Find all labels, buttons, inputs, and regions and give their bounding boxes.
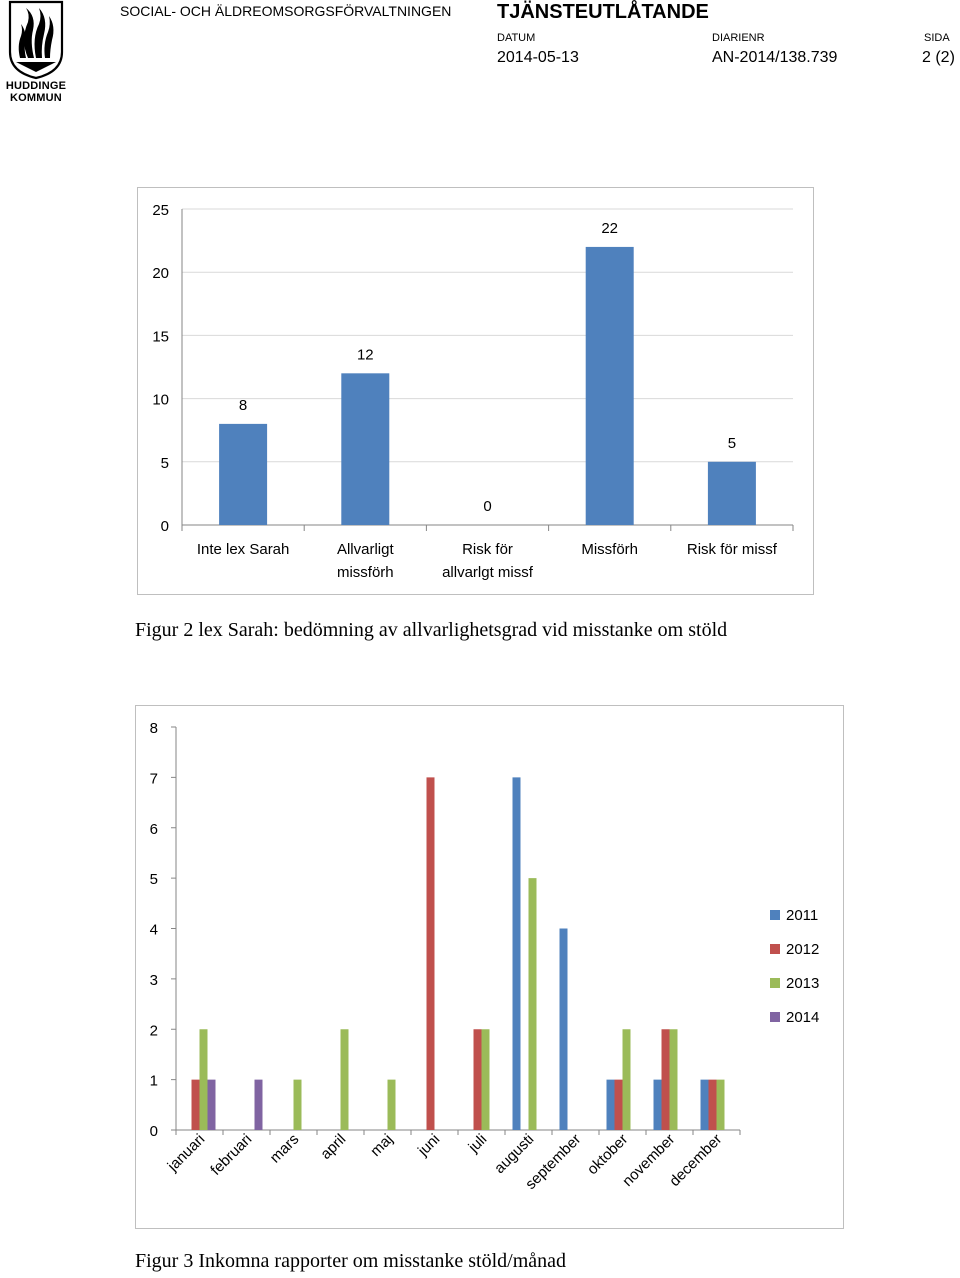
legend-swatch bbox=[770, 910, 780, 920]
figure-2-caption: Figur 2 lex Sarah: bedömning av allvarli… bbox=[135, 619, 728, 641]
bar-2013 bbox=[481, 1029, 490, 1130]
month-label: februari bbox=[207, 1131, 255, 1179]
legend-label: 2012 bbox=[786, 941, 819, 958]
bar-2011 bbox=[700, 1079, 709, 1130]
bar bbox=[707, 461, 756, 525]
bar-2013 bbox=[669, 1029, 678, 1130]
bar-2014 bbox=[207, 1079, 216, 1130]
bar-2014 bbox=[254, 1079, 263, 1130]
y-tick-label: 2 bbox=[150, 1022, 158, 1039]
y-tick-label: 6 bbox=[150, 821, 158, 838]
bar-2011 bbox=[606, 1079, 615, 1130]
bar-2013 bbox=[622, 1029, 631, 1130]
legend-label: 2013 bbox=[786, 975, 819, 992]
category-label: Missförh bbox=[581, 541, 638, 558]
y-tick-label: 0 bbox=[150, 1123, 158, 1140]
month-label: januari bbox=[164, 1131, 209, 1176]
month-label: maj bbox=[367, 1131, 396, 1160]
y-tick-label: 7 bbox=[150, 770, 158, 787]
category-label: allvarlgt missf bbox=[442, 564, 534, 581]
category-label: Risk för missf bbox=[687, 541, 778, 558]
datum-label: DATUM bbox=[497, 32, 536, 44]
y-tick-label: 5 bbox=[161, 455, 169, 472]
bar-2012 bbox=[426, 777, 435, 1130]
y-tick-label: 20 bbox=[152, 265, 169, 282]
bar bbox=[219, 423, 268, 525]
logo-line-1: HUDDINGE bbox=[5, 80, 67, 92]
flame-crest-icon bbox=[8, 0, 64, 80]
bar-2011 bbox=[512, 777, 521, 1130]
monthly-reports-bar-chart: 0 1 2 3 4 5 6 7 8 januari februari mars april maj juni… bbox=[135, 705, 844, 1229]
month-label: augusti bbox=[491, 1131, 537, 1177]
bar-2012 bbox=[661, 1029, 670, 1130]
month-label: juni bbox=[414, 1131, 443, 1160]
data-label: 12 bbox=[357, 346, 374, 363]
month-label: oktober bbox=[584, 1131, 631, 1178]
datum-value: 2014-05-13 bbox=[497, 49, 579, 66]
bar-2013 bbox=[199, 1029, 208, 1130]
huddinge-logo: HUDDINGE KOMMUN bbox=[0, 0, 72, 110]
bar-2012 bbox=[614, 1079, 623, 1130]
department-name: SOCIAL- OCH ÄLDREOMSORGSFÖRVALTNINGEN bbox=[120, 3, 452, 19]
bar-2012 bbox=[191, 1079, 200, 1130]
bar bbox=[341, 373, 390, 525]
figure-3-caption: Figur 3 Inkomna rapporter om misstanke s… bbox=[135, 1250, 567, 1272]
legend-label: 2014 bbox=[786, 1009, 819, 1026]
y-tick-label: 1 bbox=[150, 1073, 158, 1090]
y-tick-label: 4 bbox=[150, 922, 158, 939]
month-label: april bbox=[317, 1131, 349, 1163]
y-tick-label: 0 bbox=[161, 518, 169, 535]
y-tick-label: 10 bbox=[152, 392, 169, 409]
legend-label: 2011 bbox=[786, 907, 818, 924]
bar bbox=[585, 246, 634, 526]
legend-swatch bbox=[770, 944, 780, 954]
sida-value: 2 (2) bbox=[922, 49, 955, 66]
category-label: missförh bbox=[337, 564, 394, 581]
document-type: TJÄNSTEUTLÅTANDE bbox=[497, 1, 709, 23]
data-label: 0 bbox=[483, 498, 491, 515]
legend-swatch bbox=[770, 978, 780, 988]
data-label: 8 bbox=[239, 397, 247, 414]
y-tick-label: 15 bbox=[152, 328, 169, 345]
data-label: 22 bbox=[601, 220, 618, 237]
bar-2013 bbox=[716, 1079, 725, 1130]
month-label: mars bbox=[267, 1131, 303, 1167]
data-label: 5 bbox=[728, 435, 736, 452]
y-tick-label: 25 bbox=[152, 202, 169, 219]
y-tick-label: 8 bbox=[150, 720, 158, 737]
diarienr-value: AN-2014/138.739 bbox=[712, 49, 838, 66]
bar-2013 bbox=[387, 1079, 396, 1130]
bar-2011 bbox=[653, 1079, 662, 1130]
logo-line-2: KOMMUN bbox=[10, 92, 62, 104]
monthly-reports-chart-svg: 0 1 2 3 4 5 6 7 8 januari februari mars april maj juni… bbox=[150, 720, 820, 1193]
category-label: Risk för bbox=[462, 541, 513, 558]
sida-label: SIDA bbox=[924, 32, 950, 44]
bar-2013 bbox=[340, 1029, 349, 1130]
bar-2011 bbox=[559, 928, 568, 1130]
y-tick-label: 5 bbox=[150, 871, 158, 888]
diarienr-label: DIARIENR bbox=[712, 32, 765, 44]
bar-2012 bbox=[708, 1079, 717, 1130]
legend-swatch bbox=[770, 1012, 780, 1022]
y-tick-label: 3 bbox=[150, 972, 158, 989]
bar-2013 bbox=[293, 1079, 302, 1130]
month-label: juli bbox=[465, 1131, 491, 1157]
bar-2013 bbox=[528, 878, 537, 1130]
category-label: Allvarligt bbox=[337, 541, 395, 558]
category-label: Inte lex Sarah bbox=[197, 541, 290, 558]
bar-2012 bbox=[473, 1029, 482, 1130]
lex-sarah-bar-chart: 0 5 10 15 20 25 8 Inte lex Sarah 12 Allvarligt mis… bbox=[137, 187, 814, 595]
lex-sarah-chart-svg: 0 5 10 15 20 25 8 Inte lex Sarah 12 Allvarligt mis… bbox=[152, 202, 794, 581]
